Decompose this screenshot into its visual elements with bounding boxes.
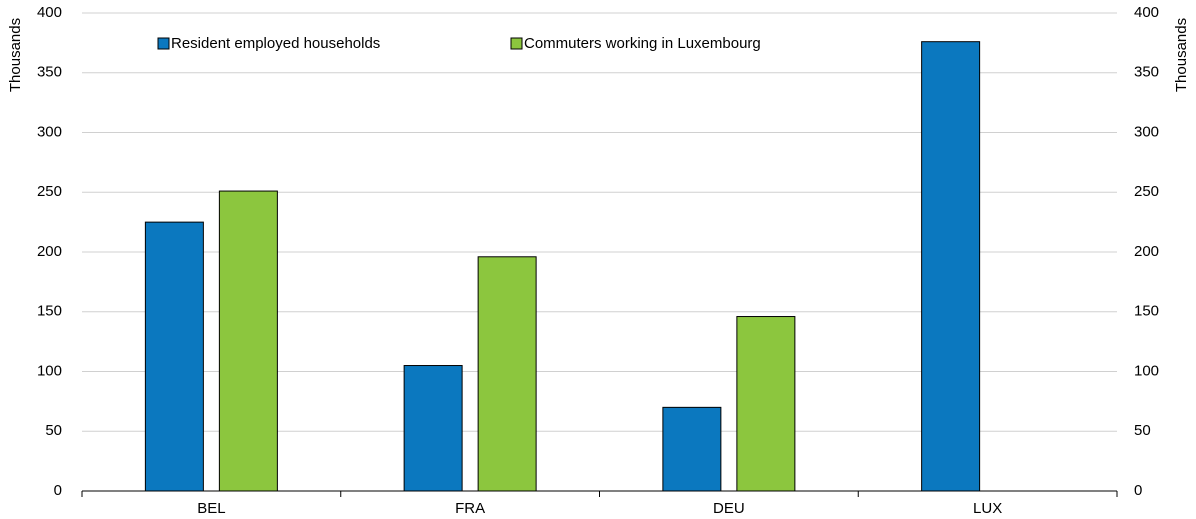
legend-label: Commuters working in Luxembourg (524, 35, 761, 52)
y-tick-label: 0 (54, 482, 62, 499)
bar (218, 190, 278, 492)
bar (144, 221, 204, 492)
legend-label: Resident employed households (171, 35, 380, 52)
y-tick-label: 350 (37, 64, 62, 81)
y2-tick-label: 250 (1134, 183, 1159, 200)
y-axis-label: Thousands (7, 18, 24, 92)
y-tick-label: 100 (37, 362, 62, 379)
x-tick-label: LUX (973, 500, 1002, 517)
y-tick-label: 50 (45, 422, 62, 439)
bar (403, 365, 463, 492)
bar (477, 256, 537, 492)
y2-tick-label: 350 (1134, 64, 1159, 81)
y2-tick-label: 0 (1134, 482, 1142, 499)
bar (921, 41, 981, 492)
y-tick-label: 150 (37, 303, 62, 320)
y2-tick-label: 50 (1134, 422, 1151, 439)
y-tick-label: 400 (37, 4, 62, 21)
x-tick-label: DEU (713, 500, 745, 517)
y2-tick-label: 150 (1134, 303, 1159, 320)
y2-axis-label: Thousands (1173, 18, 1190, 92)
y-tick-label: 300 (37, 123, 62, 140)
y-tick-label: 200 (37, 243, 62, 260)
x-tick-label: BEL (197, 500, 225, 517)
legend-swatch (157, 37, 170, 50)
y2-tick-label: 100 (1134, 362, 1159, 379)
y2-tick-label: 200 (1134, 243, 1159, 260)
x-tick-label: FRA (455, 500, 485, 517)
bar (662, 406, 722, 492)
legend-swatch (510, 37, 523, 50)
y2-tick-label: 300 (1134, 123, 1159, 140)
y2-tick-label: 400 (1134, 4, 1159, 21)
bar (736, 316, 796, 492)
y-tick-label: 250 (37, 183, 62, 200)
